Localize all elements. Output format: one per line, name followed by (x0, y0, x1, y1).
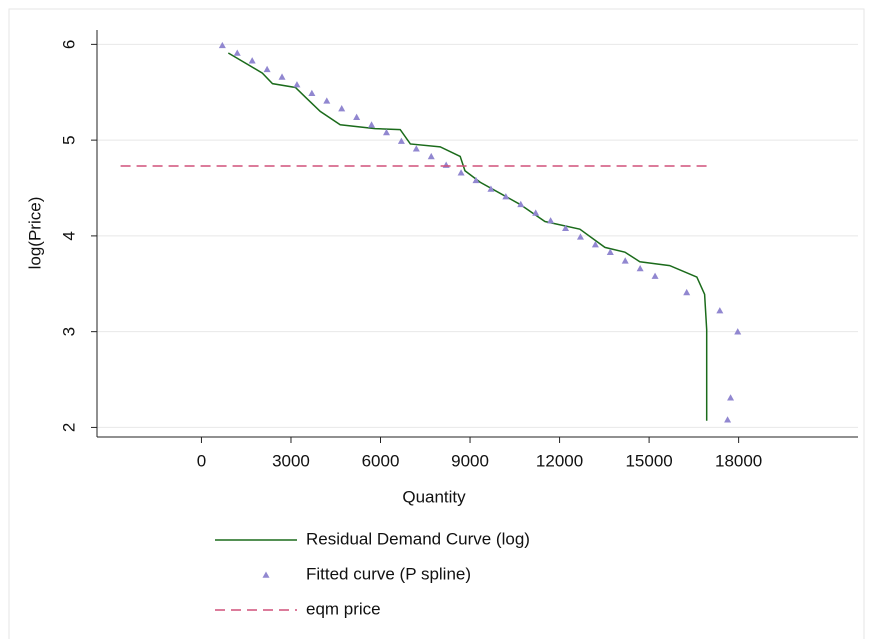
data-point (293, 81, 301, 88)
data-point (547, 217, 555, 224)
data-point (412, 145, 420, 152)
data-point (651, 272, 659, 279)
data-point (397, 137, 405, 144)
x-tick-label: 12000 (536, 451, 583, 470)
data-point (562, 224, 570, 232)
data-point (734, 328, 742, 335)
data-point (591, 241, 599, 248)
data-point (248, 57, 256, 64)
data-point (576, 233, 584, 240)
data-point (278, 73, 286, 80)
data-point (218, 41, 226, 49)
data-point (517, 200, 525, 208)
data-point (368, 121, 376, 128)
x-axis-label: Quantity (402, 487, 466, 506)
y-tick-label: 3 (59, 327, 78, 336)
data-point (683, 288, 691, 296)
data-point (263, 65, 271, 73)
legend-symbol (262, 571, 270, 578)
data-point (323, 97, 331, 104)
data-point (233, 49, 241, 56)
legend-label: Residual Demand Curve (log) (306, 529, 530, 548)
data-point (724, 416, 732, 423)
x-tick-label: 15000 (625, 451, 672, 470)
legend-label: eqm price (306, 599, 381, 618)
x-tick-label: 9000 (451, 451, 489, 470)
y-tick-label: 6 (59, 40, 78, 49)
data-point (636, 264, 644, 272)
y-tick-label: 4 (59, 231, 78, 240)
legend-label: Fitted curve (P spline) (306, 564, 471, 583)
data-point (382, 128, 390, 136)
data-line (227, 52, 708, 421)
x-tick-label: 18000 (715, 451, 762, 470)
data-point (606, 248, 614, 255)
data-point (502, 193, 510, 200)
data-point (621, 257, 629, 264)
data-point (727, 394, 735, 401)
frame (8, 8, 865, 639)
y-axis-label: log(Price) (25, 197, 44, 270)
data-point (427, 152, 435, 160)
y-tick-label: 2 (59, 423, 78, 432)
data-point (457, 169, 465, 176)
data-point (487, 185, 495, 192)
y-tick-label: 5 (59, 135, 78, 144)
x-tick-label: 0 (197, 451, 206, 470)
data-point (353, 113, 361, 120)
data-point (442, 161, 450, 168)
data-point (338, 105, 346, 112)
x-tick-label: 6000 (362, 451, 400, 470)
x-tick-label: 3000 (272, 451, 310, 470)
data-point (716, 307, 724, 314)
data-point (472, 176, 480, 184)
data-point (532, 209, 540, 216)
data-point (308, 89, 316, 97)
